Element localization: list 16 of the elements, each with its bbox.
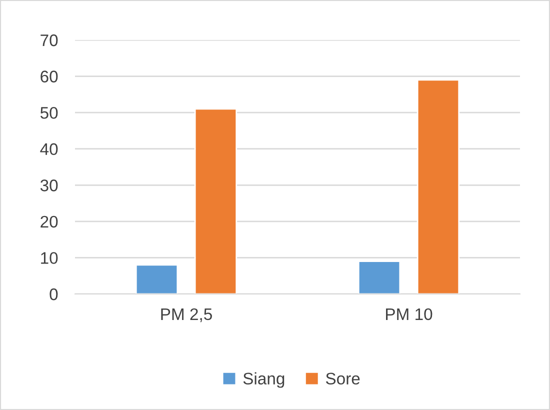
- y-tick-label: 10: [41, 252, 58, 264]
- bar: [135, 264, 178, 294]
- x-tick-label: PM 10: [386, 308, 432, 320]
- y-tick-label: 50: [40, 106, 58, 119]
- bar: [416, 79, 460, 294]
- legend-label: Sore: [326, 372, 360, 385]
- x-tick-label: PM 2,5: [161, 308, 212, 322]
- y-tick-label: 30: [40, 180, 58, 192]
- bar: [358, 260, 401, 294]
- y-tick-label: 70: [40, 34, 58, 46]
- y-tick-label: 0: [50, 288, 58, 300]
- y-tick-label: 60: [40, 70, 58, 82]
- legend-label: Siang: [243, 372, 284, 388]
- y-tick-label: 20: [40, 216, 58, 228]
- bar: [194, 108, 238, 294]
- y-tick-label: 40: [40, 143, 58, 156]
